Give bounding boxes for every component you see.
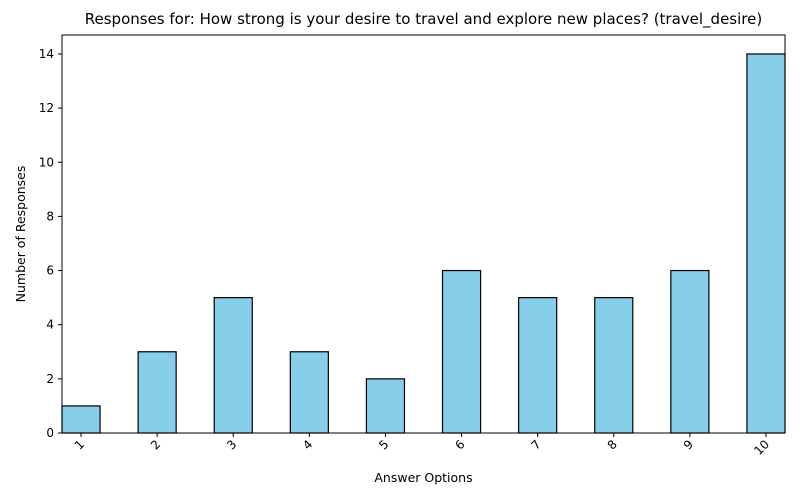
bar-10 [746,53,786,434]
x-tick-label-2: 2 [148,437,163,452]
x-axis-label: Answer Options [374,470,472,485]
bar-7 [518,297,558,434]
y-tick-label-10: 10 [39,155,54,169]
bar-5 [365,378,406,434]
x-tick-label-8: 8 [605,437,620,452]
bar-9 [670,269,710,434]
y-tick-label-6: 6 [46,264,54,278]
y-tick-label-12: 12 [39,101,54,115]
plot-frame [61,34,786,434]
x-tick-label-7: 7 [528,437,543,452]
chart-title: Responses for: How strong is your desire… [85,10,762,29]
x-tick-label-6: 6 [452,437,467,452]
x-tick-label-9: 9 [681,437,696,452]
bars-group [61,53,786,434]
y-tick-label-8: 8 [46,209,54,223]
bar-6 [441,269,482,434]
x-tick-label-1: 1 [72,437,87,452]
y-tick-label-14: 14 [39,47,54,61]
bar-4 [289,351,329,434]
y-axis-label: Number of Responses [13,166,28,303]
bar-2 [137,351,177,434]
x-tick-label-10: 10 [751,437,772,458]
x-tick-label-5: 5 [376,437,391,452]
bar-1 [61,405,101,434]
y-tick-label-4: 4 [46,318,54,332]
y-tick-label-0: 0 [46,426,54,440]
y-tick-label-2: 2 [46,372,54,386]
x-tick-label-3: 3 [224,437,239,452]
bar-3 [213,297,253,434]
bar-8 [594,297,634,434]
x-tick-label-4: 4 [300,437,315,452]
